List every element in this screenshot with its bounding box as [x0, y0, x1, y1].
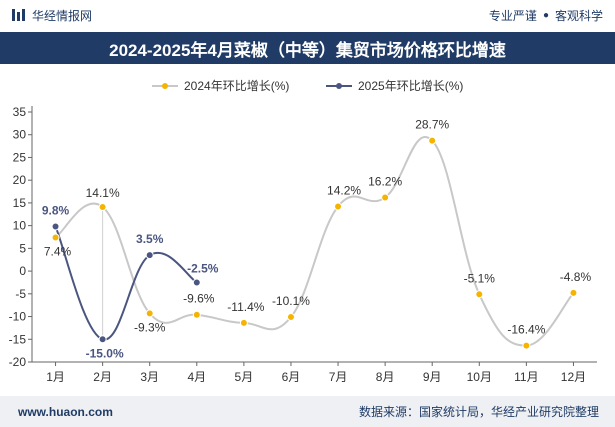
legend-marker-1 — [336, 83, 342, 89]
data-point — [51, 222, 60, 231]
data-label: -16.4% — [507, 323, 545, 337]
data-point — [145, 251, 154, 260]
brand-name: 华经情报网 — [32, 8, 93, 23]
tagline-1: 专业严谨 — [488, 8, 537, 23]
y-tick-label: -5 — [15, 287, 26, 301]
y-tick-label: 30 — [13, 128, 27, 142]
footer: www.huaon.com 数据来源：国家统计局，华经产业研究院整理 — [0, 396, 615, 427]
x-tick-label: 6月 — [282, 370, 301, 384]
data-label: -9.3% — [134, 320, 166, 334]
y-tick-label: 35 — [13, 105, 27, 119]
series-line-0 — [54, 136, 575, 347]
x-tick-label: 5月 — [235, 370, 254, 384]
data-label: -2.5% — [187, 261, 219, 275]
series-line-1 — [54, 226, 198, 341]
tagline-2: 客观科学 — [554, 8, 603, 23]
x-tick-label: 10月 — [467, 370, 492, 384]
data-point — [51, 233, 60, 242]
top-bar: 华经情报网 专业严谨 ● 客观科学 — [0, 0, 615, 30]
x-tick-label: 3月 — [140, 370, 159, 384]
chart-title: 2024-2025年4月菜椒（中等）集贸市场价格环比增速 — [0, 32, 615, 64]
y-tick-label: 0 — [19, 264, 26, 278]
x-tick-label: 4月 — [187, 370, 206, 384]
data-label: 9.8% — [42, 204, 70, 218]
data-point — [334, 202, 343, 211]
data-point — [145, 309, 154, 318]
y-tick-label: 25 — [13, 150, 27, 164]
x-tick-label: 9月 — [423, 370, 442, 384]
x-tick-label: 7月 — [329, 370, 348, 384]
data-label: -11.4% — [227, 300, 264, 314]
data-point — [98, 335, 107, 344]
y-tick-label: -20 — [9, 355, 27, 369]
data-point — [522, 341, 531, 350]
y-tick-label: -15 — [9, 332, 27, 346]
x-tick-label: 1月 — [46, 370, 65, 384]
data-point — [381, 193, 390, 202]
brand: 华经情报网 — [12, 7, 92, 24]
data-point — [475, 290, 484, 299]
x-tick-label: 2月 — [93, 370, 112, 384]
data-label: -9.6% — [183, 292, 215, 306]
data-label: -15.0% — [86, 346, 124, 360]
data-label: 3.5% — [136, 232, 164, 246]
legend-marker-0 — [162, 83, 168, 89]
tagline-separator: ● — [542, 9, 549, 21]
data-point — [98, 203, 107, 211]
y-tick-label: 15 — [13, 196, 27, 210]
data-point — [192, 278, 201, 287]
y-tick-label: 20 — [13, 173, 27, 187]
logo-icon — [12, 9, 25, 21]
legend-label-0: 2024年环比增长(%) — [184, 79, 289, 93]
tagline: 专业严谨 ● 客观科学 — [489, 7, 603, 24]
data-label: 7.4% — [44, 244, 72, 258]
x-tick-label: 12月 — [561, 370, 586, 384]
data-label: -10.1% — [272, 294, 310, 308]
data-point — [569, 288, 578, 297]
website-url: www.huaon.com — [18, 404, 113, 419]
data-label: -4.8% — [560, 270, 592, 284]
data-label: 14.2% — [327, 184, 361, 198]
data-label: 14.1% — [86, 186, 120, 200]
x-tick-label: 11月 — [514, 370, 538, 384]
data-point — [286, 313, 295, 321]
legend-label-1: 2025年环比增长(%) — [358, 79, 463, 93]
line-chart: 2024年环比增长(%) 2025年环比增长(%) 35 30 25 20 15 10 5 0 -5… — [9, 79, 597, 384]
y-tick-label: 5 — [19, 241, 26, 255]
data-point — [239, 318, 248, 327]
x-tick-label: 8月 — [376, 370, 395, 384]
data-point — [192, 310, 201, 319]
data-label: -5.1% — [464, 271, 496, 285]
y-tick-label: 10 — [13, 219, 27, 233]
data-label: 16.2% — [368, 174, 402, 188]
data-point — [428, 136, 437, 145]
y-tick-label: -10 — [9, 310, 27, 324]
data-label: 28.7% — [415, 118, 449, 132]
data-source: 数据来源：国家统计局，华经产业研究院整理 — [358, 405, 599, 419]
